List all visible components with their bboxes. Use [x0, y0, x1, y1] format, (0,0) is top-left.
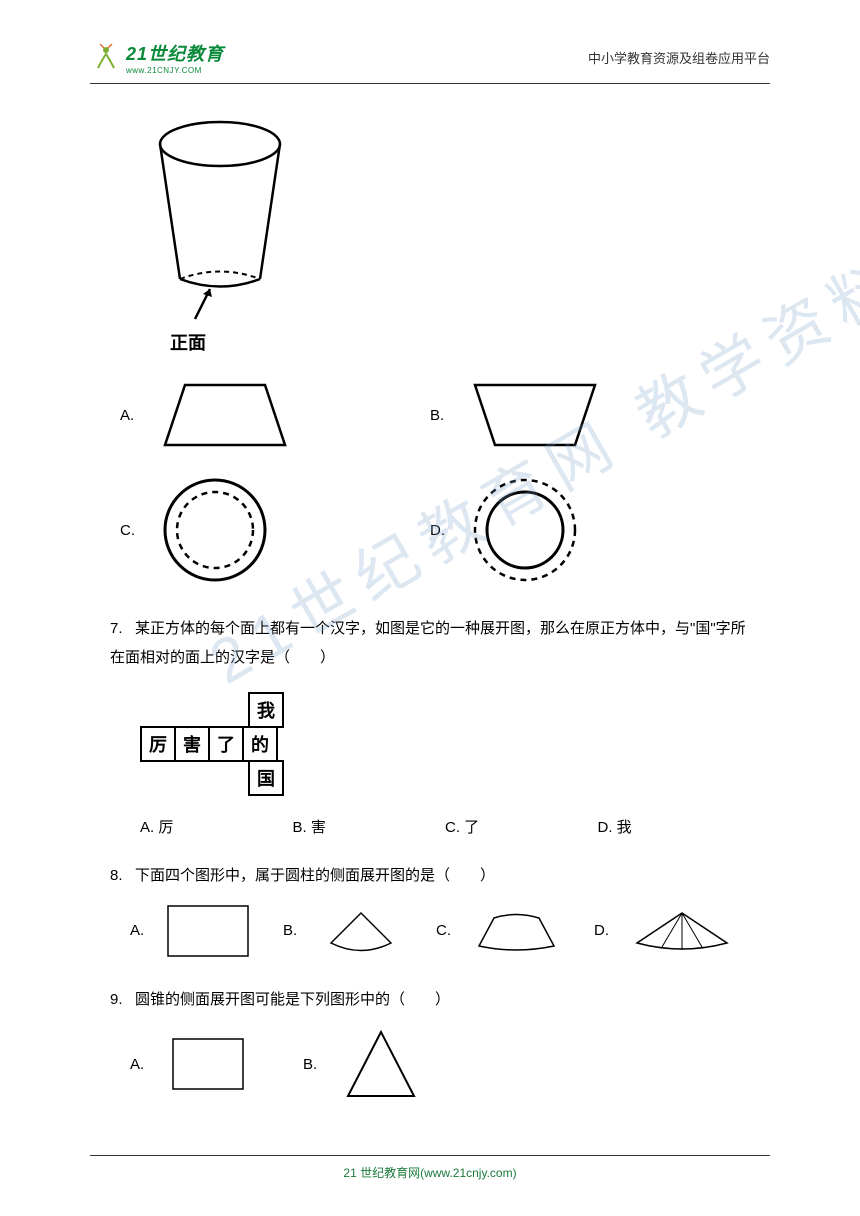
rectangle-shape-icon [163, 1029, 253, 1099]
q9-text: 圆锥的侧面展开图可能是下列图形中的（ ） [135, 991, 450, 1008]
q8-option-c: C. [436, 922, 461, 939]
q8-text: 下面四个图形中，属于圆柱的侧面展开图的是（ ） [135, 867, 495, 884]
circle-inner-dashed-icon [155, 470, 275, 590]
option-a-label: A. [120, 407, 145, 424]
q9-option-b: B. [303, 1056, 328, 1073]
q7-option-d: D. 我 [598, 816, 751, 837]
page-header: 21世纪教育 www.21CNJY.COM 中小学教育资源及组卷应用平台 [90, 0, 770, 84]
q8-option-a: A. [130, 922, 155, 939]
cube-cell-hai: 害 [174, 726, 210, 762]
q8-option-d: D. [594, 922, 619, 939]
q8-num: 8. [110, 862, 135, 891]
option-c-label: C. [120, 522, 145, 539]
q6-options-row1: A. B. [110, 375, 750, 455]
page-footer: 21 世纪教育网(www.21cnjy.com) [90, 1155, 770, 1181]
q7-num: 7. [110, 615, 135, 644]
q7-options: A. 厉 B. 害 C. 了 D. 我 [110, 816, 750, 837]
curved-trapezoid-icon [469, 906, 564, 956]
q7-option-b: B. 害 [293, 816, 446, 837]
q7-text: 某正方体的每个面上都有一个汉字，如图是它的一种展开图，那么在原正方体中，与"国"… [110, 620, 746, 666]
rectangle-icon [163, 901, 253, 961]
trapezoid-up-icon [465, 375, 605, 455]
q7-option-c: C. 了 [445, 816, 598, 837]
question-8: 8.下面四个图形中，属于圆柱的侧面展开图的是（ ） [110, 862, 750, 891]
cup-figure: 正面 [140, 114, 750, 355]
logo-icon [90, 42, 122, 74]
q8-shapes: A. B. C. D. [130, 901, 750, 961]
front-label: 正面 [170, 329, 750, 355]
cube-cell-li: 厉 [140, 726, 176, 762]
cube-net-figure: 我 厉害了的 国 [140, 692, 750, 796]
trapezoid-down-icon [155, 375, 295, 455]
question-9: 9.圆锥的侧面展开图可能是下列图形中的（ ） [110, 986, 750, 1015]
q9-num: 9. [110, 986, 135, 1015]
q9-option-a: A. [130, 1056, 155, 1073]
fan-segments-icon [627, 903, 737, 958]
cube-cell-de: 的 [242, 726, 278, 762]
question-7: 7.某正方体的每个面上都有一个汉字，如图是它的一种展开图，那么在原正方体中，与"… [110, 615, 750, 672]
q7-option-a: A. 厉 [140, 816, 293, 837]
q6-options-row2: C. D. [110, 470, 750, 590]
content-area: 正面 A. B. C. D. [0, 84, 860, 1134]
triangle-icon [336, 1024, 426, 1104]
option-d-label: D. [430, 522, 455, 539]
q9-shapes: A. B. [130, 1024, 750, 1104]
option-b-label: B. [430, 407, 455, 424]
header-right-text: 中小学教育资源及组卷应用平台 [588, 48, 770, 67]
cube-cell-le: 了 [208, 726, 244, 762]
logo: 21世纪教育 www.21CNJY.COM [90, 40, 224, 75]
circle-outer-dashed-icon [465, 470, 585, 590]
q8-option-b: B. [283, 922, 308, 939]
logo-sub-text: www.21CNJY.COM [126, 66, 224, 75]
sector-icon [316, 903, 406, 958]
cube-cell-we: 我 [248, 692, 284, 728]
cube-cell-guo: 国 [248, 760, 284, 796]
logo-main-text: 21世纪教育 [126, 40, 224, 66]
